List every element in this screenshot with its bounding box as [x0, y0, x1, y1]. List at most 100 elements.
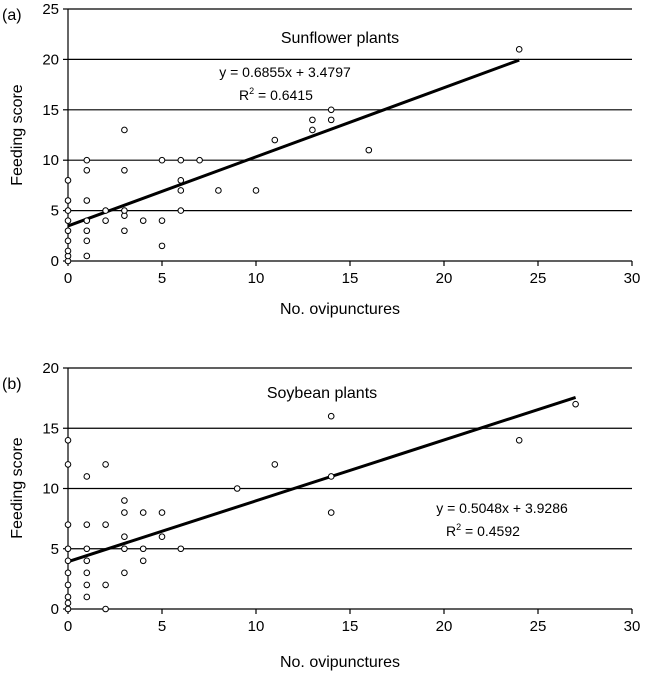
y-tick-label-15: 15 — [42, 102, 59, 119]
data-point-b-10 — [83, 593, 91, 601]
data-point-b-35 — [327, 473, 335, 480]
y-tick-label-10: 10 — [42, 152, 59, 169]
x-tick-label-30: 30 — [624, 270, 641, 287]
data-point-a-3 — [64, 237, 72, 245]
data-point-b-38 — [572, 400, 579, 408]
data-point-b-33 — [271, 461, 279, 468]
data-point-b-11 — [83, 581, 91, 589]
data-point-b-23 — [121, 533, 128, 541]
data-point-b-4 — [64, 569, 72, 577]
data-point-a-5 — [64, 217, 72, 224]
data-point-a-33 — [252, 187, 260, 194]
chart-title-a: Sunflower plants — [281, 30, 399, 47]
x-tick-label-5: 5 — [158, 270, 166, 287]
y-axis-title-b: Feeding score — [9, 437, 26, 538]
data-point-a-18 — [121, 227, 128, 235]
data-point-b-2 — [64, 593, 72, 601]
data-point-a-39 — [365, 146, 373, 154]
r2-prefix-b: R — [446, 523, 456, 539]
r2-sup-a: 2 — [249, 86, 254, 96]
r2-sup-b: 2 — [456, 522, 461, 532]
data-point-b-18 — [102, 581, 109, 589]
data-point-a-2 — [64, 247, 72, 255]
data-point-a-22 — [121, 126, 128, 134]
x-tick-label-5: 5 — [158, 618, 166, 635]
data-point-b-22 — [121, 545, 128, 553]
data-point-b-37 — [515, 437, 523, 444]
data-point-b-12 — [83, 569, 91, 577]
data-point-a-37 — [327, 116, 335, 124]
data-point-a-6 — [64, 207, 72, 214]
x-tick-label-25: 25 — [530, 270, 547, 287]
y-tick-label-5: 5 — [51, 541, 59, 558]
y-tick-label-20: 20 — [42, 360, 59, 377]
x-tick-label-20: 20 — [436, 618, 453, 635]
r2-value-a: = 0.6415 — [254, 87, 313, 103]
data-point-b-29 — [158, 533, 166, 541]
data-point-b-16 — [83, 473, 91, 480]
r2-label-a: R2 = 0.6415 — [239, 86, 313, 103]
data-point-a-35 — [309, 126, 316, 134]
data-point-a-27 — [177, 207, 185, 214]
data-point-a-16 — [102, 217, 109, 224]
data-point-a-34 — [271, 136, 279, 144]
equation-b: y = 0.5048x + 3.9286 — [436, 500, 568, 516]
data-point-b-1 — [64, 599, 72, 607]
x-axis-title-b: No. ovipunctures — [280, 654, 400, 671]
y-tick-label-15: 15 — [42, 420, 59, 437]
data-point-a-4 — [64, 227, 72, 235]
x-tick-label-25: 25 — [530, 618, 547, 635]
data-point-b-30 — [158, 509, 166, 516]
equation-a: y = 0.6855x + 3.4797 — [219, 64, 351, 80]
data-point-a-20 — [121, 207, 128, 214]
data-point-a-8 — [64, 177, 72, 184]
data-point-b-3 — [64, 581, 72, 589]
data-point-b-0 — [64, 605, 72, 613]
data-point-a-30 — [177, 156, 185, 164]
data-point-a-29 — [177, 177, 185, 184]
x-tick-label-10: 10 — [248, 618, 265, 635]
data-point-b-26 — [139, 557, 147, 565]
x-axis-title-a: No. ovipunctures — [280, 301, 400, 318]
y-axis-title-a: Feeding score — [9, 84, 26, 185]
data-point-b-8 — [64, 461, 72, 468]
data-point-b-5 — [64, 557, 72, 565]
data-point-b-13 — [83, 557, 91, 565]
data-point-b-20 — [102, 461, 109, 468]
data-point-a-7 — [64, 197, 72, 204]
data-point-b-25 — [121, 497, 128, 504]
data-point-b-31 — [177, 545, 185, 553]
trendline — [67, 58, 520, 228]
chart-title-b: Soybean plants — [267, 385, 377, 402]
y-tick-label-20: 20 — [42, 51, 59, 68]
data-point-a-24 — [158, 242, 166, 250]
r2-label-b: R2 = 0.4592 — [446, 522, 520, 539]
data-point-a-31 — [196, 156, 203, 164]
data-point-a-15 — [83, 156, 91, 164]
trendline — [67, 395, 577, 564]
plot-area-a: 0 5 10 15 20 25 0 5 10 15 20 25 30 — [42, 1, 640, 287]
panel-sunflower: (a) Sunflower plants y = 0.6855x + 3.479… — [2, 1, 640, 318]
data-point-b-27 — [139, 545, 147, 553]
y-tick-label-0: 0 — [51, 253, 59, 270]
data-point-a-11 — [83, 227, 91, 235]
x-tick-label-15: 15 — [342, 270, 359, 287]
data-point-b-9 — [64, 437, 72, 444]
x-tick-label-30: 30 — [624, 618, 641, 635]
data-point-a-25 — [158, 217, 166, 224]
x-tick-label-15: 15 — [342, 618, 359, 635]
y-tick-label-0: 0 — [51, 601, 59, 618]
data-point-b-17 — [102, 605, 109, 613]
data-point-a-32 — [215, 187, 222, 194]
x-tick-label-0: 0 — [64, 270, 72, 287]
data-point-a-40 — [515, 46, 523, 53]
x-tick-label-20: 20 — [436, 270, 453, 287]
data-point-a-13 — [83, 197, 91, 204]
y-tick-label-5: 5 — [51, 203, 59, 220]
x-tick-label-10: 10 — [248, 270, 265, 287]
panel-label-a: (a) — [2, 7, 22, 24]
data-point-b-34 — [327, 509, 335, 516]
data-point-a-10 — [83, 237, 91, 245]
r2-value-b: = 0.4592 — [461, 523, 520, 539]
